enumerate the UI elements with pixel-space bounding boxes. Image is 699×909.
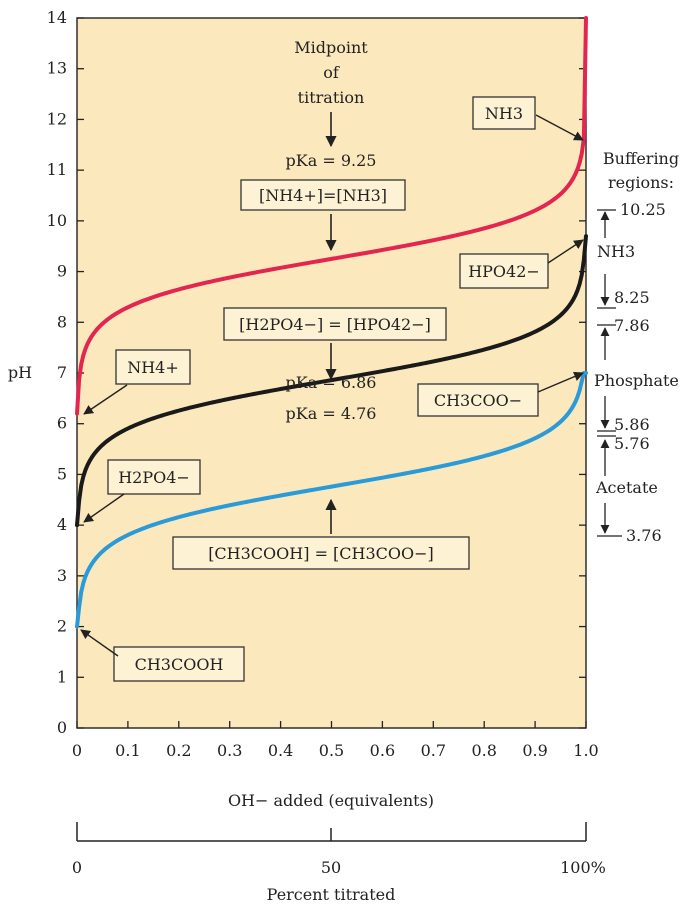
acetate-low-value: 3.76 xyxy=(626,526,662,545)
eq-phos-text: [H2PO4−] = [HPO42−] xyxy=(239,315,431,334)
x-axis-label: OH− added (equivalents) xyxy=(228,791,434,810)
pka-acet-label: pKa = 4.76 xyxy=(286,404,377,423)
h2po4-text: H2PO4− xyxy=(118,468,190,487)
x-tick-label: 0.7 xyxy=(421,741,446,760)
nh3-text: NH3 xyxy=(485,104,523,123)
h2po4-arrow xyxy=(83,493,125,523)
acetate-region-name: Acetate xyxy=(595,478,658,497)
ch3cooh-box: CH3COOH xyxy=(113,646,245,682)
midpoint-annotation: Midpoint of titration xyxy=(294,38,368,148)
y-tick-label: 7 xyxy=(57,363,67,382)
hpo4-text: HPO42− xyxy=(468,262,540,281)
y-tick-label: 6 xyxy=(57,414,67,433)
y-axis-label: pH xyxy=(8,363,32,382)
nh3-low-value: 8.25 xyxy=(614,288,650,307)
nh3-arrow xyxy=(535,114,584,141)
x-tick-label: 0.5 xyxy=(319,741,344,760)
nh4-titration-curve xyxy=(75,16,588,416)
y-tick-label: 2 xyxy=(57,617,67,636)
phosphate-region-name: Phosphate xyxy=(594,371,679,390)
eq-phos-box: [H2PO4−] = [HPO42−] xyxy=(223,307,447,341)
nh4-arrow xyxy=(83,384,128,415)
hpo4-arrow xyxy=(547,239,584,264)
x-tick-label: 0.3 xyxy=(217,741,242,760)
y-tick-label: 13 xyxy=(47,59,67,78)
ch3cooh-arrow xyxy=(80,629,119,657)
eq-acet-box: [CH3COOH] = [CH3COO−] xyxy=(172,536,470,570)
nh4-box: NH4+ xyxy=(115,349,191,385)
percent-tick-0: 0 xyxy=(72,858,82,877)
nh3-box: NH3 xyxy=(472,96,536,130)
acetate-titration-curve xyxy=(75,371,588,629)
eq-nh-box: [NH4+]=[NH3] xyxy=(240,179,406,211)
x-tick-label: 0 xyxy=(72,741,82,760)
ch3coo-arrow xyxy=(537,371,584,393)
pka-phos-label: pKa = 6.86 xyxy=(286,373,377,392)
x-tick-label: 0.1 xyxy=(115,741,140,760)
x-tick-label: 1.0 xyxy=(573,741,598,760)
nh3-region-name: NH3 xyxy=(597,242,635,261)
x-tick-label: 0.4 xyxy=(268,741,293,760)
y-tick-label: 3 xyxy=(57,566,67,585)
buffering-title-2: regions: xyxy=(608,173,674,192)
x-tick-label: 0.6 xyxy=(370,741,395,760)
acetate-high-value: 5.76 xyxy=(614,434,650,453)
percent-tick-50: 50 xyxy=(321,858,341,877)
y-tick-label: 10 xyxy=(47,211,67,230)
y-tick-label: 9 xyxy=(57,262,67,281)
nh4-text: NH4+ xyxy=(127,358,179,377)
ch3cooh-text: CH3COOH xyxy=(135,655,224,674)
percent-tick-100: 100% xyxy=(560,858,606,877)
nh3-high-value: 10.25 xyxy=(620,200,666,219)
midpoint-line-1: Midpoint xyxy=(294,38,368,57)
y-tick-label: 4 xyxy=(57,515,67,534)
eq-acet-text: [CH3COOH] = [CH3COO−] xyxy=(208,544,434,563)
h2po4-box: H2PO4− xyxy=(107,459,201,495)
y-tick-label: 0 xyxy=(57,718,67,737)
y-tick-label: 11 xyxy=(47,160,67,179)
ch3coo-text: CH3COO− xyxy=(434,391,522,410)
x-tick-label: 0.8 xyxy=(471,741,496,760)
phosphate-low-value: 5.86 xyxy=(614,415,650,434)
y-tick-label: 8 xyxy=(57,312,67,331)
buffering-title-1: Buffering xyxy=(603,149,679,168)
eq-nh-text: [NH4+]=[NH3] xyxy=(259,186,387,205)
x-axis: 0 0.1 0.2 0.3 0.4 0.5 0.6 0.7 0.8 0.9 1.0 xyxy=(72,721,599,760)
y-tick-label: 14 xyxy=(47,8,67,27)
y-tick-label: 1 xyxy=(57,667,67,686)
pka-nh3-label: pKa = 9.25 xyxy=(286,151,377,170)
x-tick-label: 0.9 xyxy=(522,741,547,760)
midpoint-line-3: titration xyxy=(298,88,365,107)
y-tick-label: 12 xyxy=(47,109,67,128)
x-tick-label: 0.2 xyxy=(166,741,191,760)
hpo4-box: HPO42− xyxy=(459,253,549,289)
midpoint-line-2: of xyxy=(323,63,340,82)
y-tick-label: 5 xyxy=(57,464,67,483)
buffering-regions: Buffering regions: 10.25 NH3 8.25 7.86 P… xyxy=(594,149,679,545)
percent-axis: 0 50 100% Percent titrated xyxy=(72,822,606,904)
percent-axis-label: Percent titrated xyxy=(267,885,396,904)
ch3coo-box: CH3COO− xyxy=(417,383,539,417)
phosphate-high-value: 7.86 xyxy=(614,316,650,335)
